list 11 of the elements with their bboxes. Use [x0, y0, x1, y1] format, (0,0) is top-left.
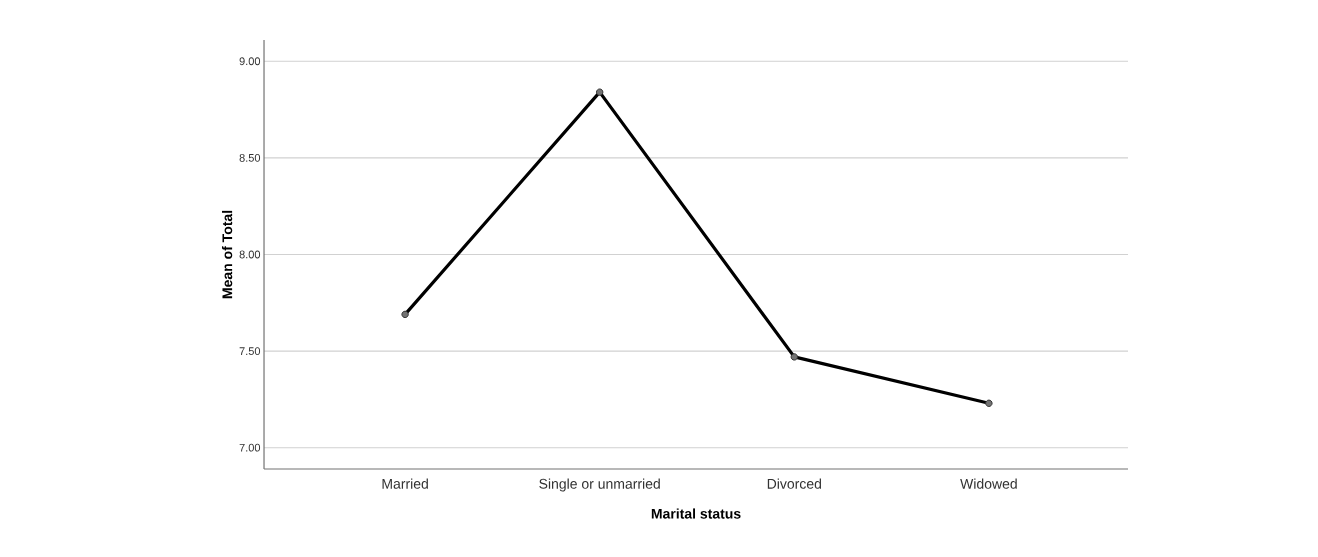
x-tick-label: Single or unmarried — [539, 478, 660, 492]
y-tick-label: 7.50 — [239, 347, 261, 355]
x-tick-label: Married — [382, 478, 428, 489]
y-tick-label: 8.00 — [239, 250, 261, 259]
y-axis-title: Mean of Total — [221, 210, 233, 299]
y-tick-label: 9.00 — [239, 57, 261, 66]
x-tick-label: Divorced — [767, 478, 822, 489]
x-tick-label: Widowed — [960, 478, 1017, 489]
y-tick-label: 8.50 — [239, 153, 261, 162]
y-tick-label: 7.00 — [239, 443, 261, 452]
x-axis-title: Marital status — [651, 508, 741, 519]
